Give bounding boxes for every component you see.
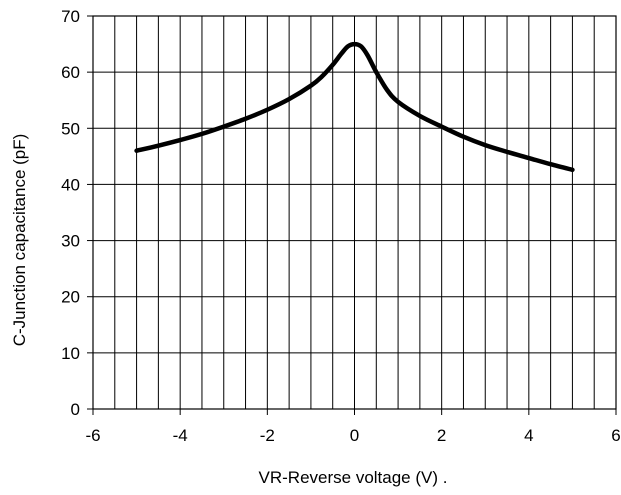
y-tick-label: 0 bbox=[71, 400, 80, 419]
grid bbox=[92, 15, 617, 410]
x-tick-label: 6 bbox=[611, 426, 620, 445]
x-tick-label: -4 bbox=[173, 426, 188, 445]
y-tick-label: 40 bbox=[61, 175, 80, 194]
y-tick-label: 20 bbox=[61, 288, 80, 307]
x-axis-ticks: -6 -4 -2 0 2 4 6 bbox=[85, 409, 621, 445]
y-tick-label: 60 bbox=[61, 63, 80, 82]
capacitance-series-line bbox=[134, 41, 575, 173]
x-tick-label: 2 bbox=[437, 426, 446, 445]
y-tick-label: 30 bbox=[61, 232, 80, 251]
x-tick-label: -2 bbox=[260, 426, 275, 445]
y-tick-label: 50 bbox=[61, 119, 80, 138]
y-axis-label: C-Junction capacitance (pF) bbox=[10, 134, 29, 347]
x-tick-label: -6 bbox=[85, 426, 100, 445]
x-axis-label: VR-Reverse voltage (V) . bbox=[259, 468, 448, 487]
y-tick-label: 70 bbox=[61, 7, 80, 26]
y-axis-ticks: 0 10 20 30 40 50 60 70 bbox=[61, 7, 93, 419]
y-tick-label: 10 bbox=[61, 344, 80, 363]
x-tick-label: 4 bbox=[524, 426, 533, 445]
x-tick-label: 0 bbox=[350, 426, 359, 445]
